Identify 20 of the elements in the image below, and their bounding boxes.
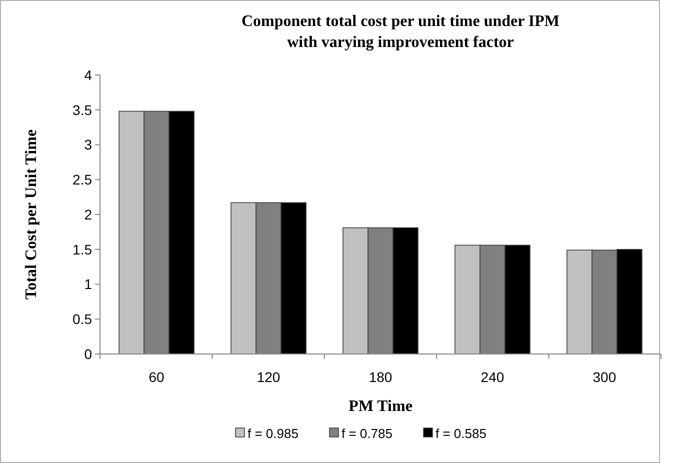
y-tick-label: 2.5	[72, 172, 92, 188]
chart-title: Component total cost per unit time under IPM with varying improvement factor	[241, 13, 560, 51]
y-tick-label: 0	[84, 346, 92, 362]
legend-label: f = 0.785	[342, 426, 392, 441]
y-tick-label: 3	[84, 136, 92, 153]
legend-label: f = 0.985	[248, 426, 298, 441]
x-axis-title: PM Time	[348, 398, 412, 415]
x-tick-label: 120	[256, 369, 280, 385]
x-tick-label: 300	[592, 369, 616, 385]
y-tick-label: 0.5	[72, 311, 92, 328]
y-tick-label: 4	[84, 66, 92, 83]
x-tick-label: 180	[368, 369, 392, 385]
legend-label: f = 0.585	[436, 426, 486, 441]
x-tick-label: 60	[148, 369, 165, 385]
y-axis-title: Total Cost per Unit Time	[23, 129, 40, 300]
y-tick-label: 1.5	[72, 241, 92, 258]
y-tick-label: 2	[84, 206, 92, 222]
y-tick-label: 1	[84, 276, 92, 292]
x-tick-label: 240	[480, 369, 504, 385]
y-tick-label: 3.5	[72, 102, 92, 118]
